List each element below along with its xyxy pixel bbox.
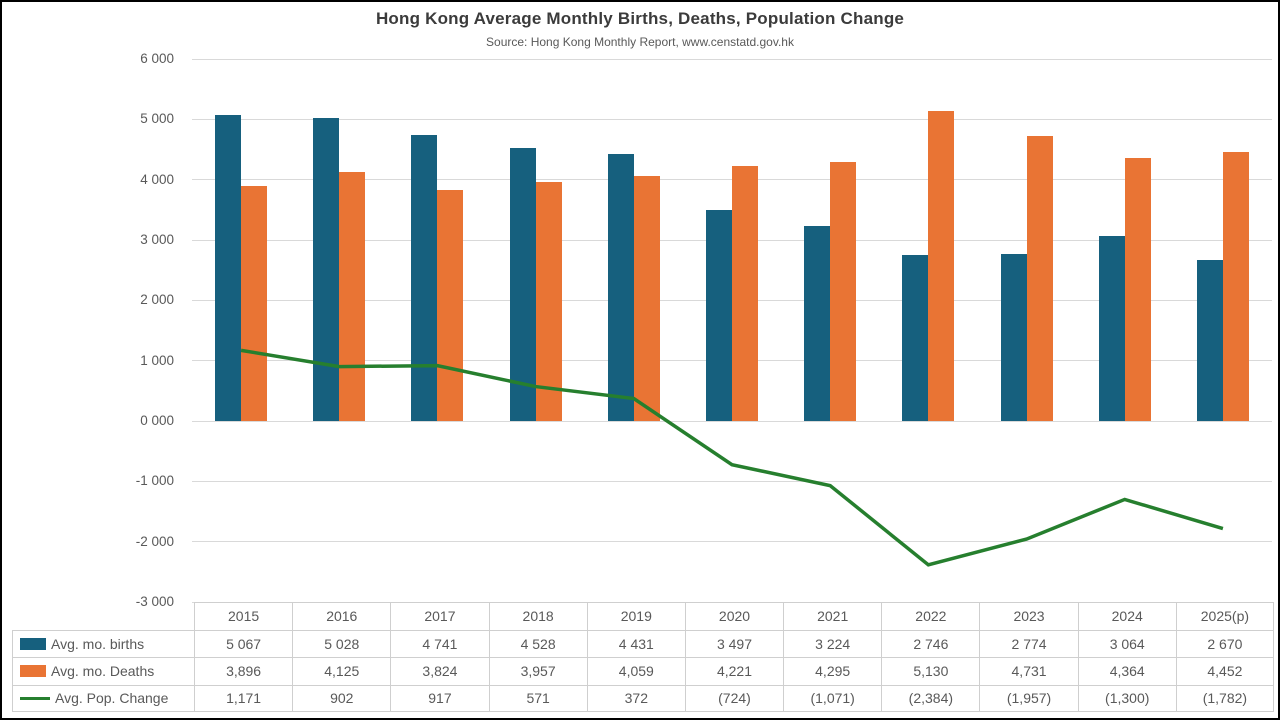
value-cell: 3 497 — [684, 629, 784, 657]
deaths-bar — [830, 161, 857, 421]
deaths-bar — [241, 185, 268, 421]
value-cell: 1,171 — [194, 684, 293, 712]
value-cell: (724) — [684, 684, 784, 712]
legend-bar-swatch — [20, 637, 46, 650]
chart-subtitle: Source: Hong Kong Monthly Report, www.ce… — [486, 35, 794, 49]
value-cell: 3 224 — [783, 629, 882, 657]
value-cell: (2,384) — [881, 684, 980, 712]
births-bar — [706, 210, 732, 421]
legend-line-swatch — [20, 696, 50, 700]
value-cell: 4,364 — [1077, 657, 1176, 685]
legend-cell: Avg. mo. births — [12, 629, 194, 657]
value-cell: 4 431 — [586, 629, 685, 657]
value-cell: 3,957 — [488, 657, 587, 685]
value-cell: (1,300) — [1077, 684, 1176, 712]
value-cell: 2 670 — [1175, 629, 1274, 657]
deaths-bar — [1026, 135, 1053, 421]
y-axis-tick-label: -2 000 — [135, 533, 174, 549]
gridline — [192, 480, 1272, 482]
births-bar — [607, 153, 634, 421]
births-bar — [1098, 236, 1125, 421]
gridline — [192, 420, 1272, 422]
y-axis-tick-label: 5 000 — [140, 111, 174, 127]
value-cell: 4,221 — [684, 657, 784, 685]
year-header-cell: 2016 — [292, 602, 391, 630]
plot-area — [192, 58, 1272, 603]
value-cell: 3 064 — [1077, 629, 1176, 657]
year-header-cell: 2022 — [881, 602, 980, 630]
year-header-cell: 2020 — [684, 602, 784, 630]
value-cell: 571 — [488, 684, 587, 712]
y-axis-tick-label: 2 000 — [140, 292, 174, 308]
births-bar — [804, 226, 831, 421]
legend-bar-swatch — [20, 665, 46, 678]
births-bar — [902, 255, 929, 421]
year-header-cell: 2018 — [488, 602, 587, 630]
legend-label: Avg. mo. births — [51, 635, 145, 652]
deaths-bar — [633, 176, 660, 421]
y-axis: 6 000 5 000 4 000 3 000 2 000 1 000 0 000 -1 00… — [2, 51, 182, 609]
value-cell: 3,824 — [390, 657, 489, 685]
value-cell: 4 741 — [390, 629, 489, 657]
year-header-cell: 2021 — [783, 602, 882, 630]
value-cell: 902 — [292, 684, 391, 712]
deaths-bar — [437, 190, 464, 421]
deaths-bar — [928, 111, 955, 421]
legend-cell: Avg. Pop. Change — [12, 684, 194, 712]
y-axis-tick-label: 6 000 — [140, 51, 174, 66]
legend-label: Avg. mo. Deaths — [51, 663, 155, 680]
deaths-bar — [535, 182, 562, 421]
deaths-bar — [732, 166, 758, 421]
gridline — [192, 58, 1272, 60]
value-cell: 5 028 — [292, 629, 391, 657]
value-cell: 4,295 — [783, 657, 882, 685]
pop-change-line-layer — [240, 348, 1224, 567]
value-cell: 4 528 — [488, 629, 587, 657]
table-corner-cell — [12, 602, 194, 630]
births-bar — [215, 115, 242, 421]
value-cell: (1,957) — [979, 684, 1078, 712]
value-cell: 4,059 — [586, 657, 685, 685]
births-bar — [411, 134, 438, 421]
value-cell: (1,071) — [783, 684, 882, 712]
y-axis-tick-label: 4 000 — [140, 171, 174, 187]
y-axis-tick-label: 3 000 — [140, 232, 174, 247]
year-header-cell: 2025(p) — [1175, 602, 1274, 630]
gridline — [192, 541, 1272, 543]
value-cell: 5,130 — [881, 657, 980, 685]
value-cell: 3,896 — [194, 657, 293, 685]
y-axis-tick-label: 1 000 — [140, 352, 174, 368]
year-header-cell: 2024 — [1077, 602, 1176, 630]
value-cell: 4,452 — [1175, 657, 1274, 685]
chart-title: Hong Kong Average Monthly Births, Deaths… — [375, 9, 905, 28]
value-cell: 5 067 — [194, 629, 293, 657]
year-header-cell: 2023 — [979, 602, 1078, 630]
deaths-bar — [339, 172, 366, 421]
births-bar — [1196, 259, 1223, 421]
y-axis-tick-label: -3 000 — [135, 594, 174, 609]
births-bar — [1000, 253, 1027, 421]
data-table: 2015 2016 2017 2018 2019 2020 2021 2022 2023 2024… — [12, 602, 1274, 712]
legend-label: Avg. Pop. Change — [55, 690, 169, 707]
deaths-bar — [1222, 152, 1249, 421]
y-axis-tick-label: -1 000 — [135, 473, 174, 489]
pop-change-line — [240, 348, 1224, 567]
legend-cell: Avg. mo. Deaths — [12, 657, 194, 685]
value-cell: 4,125 — [292, 657, 391, 685]
value-cell: 2 746 — [881, 629, 980, 657]
gridline — [192, 118, 1272, 120]
year-header-cell: 2019 — [586, 602, 685, 630]
deaths-bar — [1124, 157, 1151, 421]
y-axis-tick-label: 0 000 — [140, 413, 174, 428]
year-header-cell: 2015 — [194, 602, 293, 630]
value-cell: 2 774 — [979, 629, 1078, 657]
births-bar — [313, 117, 340, 421]
value-cell: 372 — [586, 684, 685, 712]
year-header-cell: 2017 — [390, 602, 489, 630]
value-cell: 917 — [390, 684, 489, 712]
value-cell: 4,731 — [979, 657, 1078, 685]
births-bar — [509, 147, 536, 421]
value-cell: (1,782) — [1175, 684, 1274, 712]
